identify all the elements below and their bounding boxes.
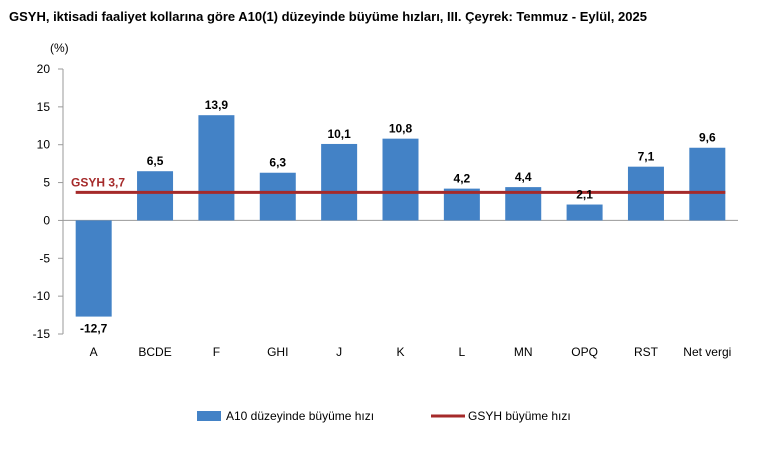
y-tick-label: -15 <box>33 327 51 341</box>
data-label: 7,1 <box>638 150 655 164</box>
bar <box>443 188 480 221</box>
x-tick-label: OPQ <box>571 345 598 359</box>
chart-title: GSYH, iktisadi faaliyet kollarına göre A… <box>9 9 647 24</box>
y-tick-label: 5 <box>43 176 50 190</box>
x-tick-label: MN <box>514 345 533 359</box>
legend-swatch-bar <box>197 411 221 421</box>
data-label: -12,7 <box>80 322 108 336</box>
reference-line-group: GSYH 3,7 <box>71 175 726 194</box>
data-label: 2,1 <box>576 188 593 202</box>
data-label: 10,1 <box>327 127 351 141</box>
data-label: 6,5 <box>147 154 164 168</box>
x-tick-label: Net vergi <box>683 345 731 359</box>
data-label: 4,2 <box>454 172 471 186</box>
legend-label-bar: A10 düzeyinde büyüme hızı <box>226 409 374 423</box>
bar <box>259 172 296 221</box>
bar <box>321 143 358 221</box>
legend: A10 düzeyinde büyüme hızı GSYH büyüme hız… <box>197 409 571 423</box>
labels: -12,7 A 6,5 BCDE 13,9 F 6,3 GHI 10,1 J 10,8 K 4,2 L 4,… <box>80 98 731 359</box>
bar <box>566 204 603 221</box>
bars <box>75 115 726 317</box>
axes: (%) -15 -10 -5 0 5 10 15 20 <box>33 41 738 341</box>
x-tick-label: GHI <box>267 345 288 359</box>
y-tick-label: -10 <box>33 289 51 303</box>
x-tick-label: L <box>459 345 466 359</box>
bar <box>198 115 235 221</box>
x-tick-label: A <box>90 345 98 359</box>
gsyh-reference-label: GSYH 3,7 <box>71 175 125 189</box>
y-tick-label: -5 <box>39 251 50 265</box>
data-label: 10,8 <box>389 122 413 136</box>
y-tick-label: 10 <box>37 138 51 152</box>
y-tick-label: 0 <box>43 213 50 227</box>
y-unit-label: (%) <box>50 41 69 55</box>
x-tick-label: J <box>336 345 342 359</box>
bar <box>75 220 112 317</box>
x-tick-label: RST <box>634 345 659 359</box>
x-tick-label: K <box>396 345 404 359</box>
y-tick-label: 15 <box>37 100 51 114</box>
bar <box>137 171 174 221</box>
data-label: 9,6 <box>699 131 716 145</box>
data-label: 13,9 <box>205 98 229 112</box>
legend-label-line: GSYH büyüme hızı <box>468 409 571 423</box>
bar <box>689 147 726 221</box>
y-tick-label: 20 <box>37 62 51 76</box>
x-tick-label: BCDE <box>138 345 171 359</box>
data-label: 4,4 <box>515 170 532 184</box>
x-tick-label: F <box>213 345 220 359</box>
bar <box>382 138 419 221</box>
data-label: 6,3 <box>269 156 286 170</box>
